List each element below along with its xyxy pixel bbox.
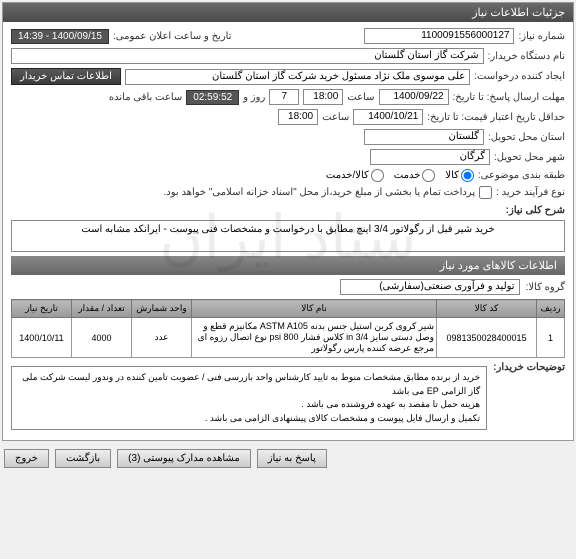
time-label-1: ساعت: [347, 92, 374, 103]
days-label: روز و: [243, 92, 265, 103]
province-label: استان محل تحویل:: [488, 132, 565, 143]
time-label-2: ساعت: [322, 112, 349, 123]
cell-date: 1400/10/11: [12, 318, 72, 358]
th-code: کد کالا: [437, 300, 537, 318]
th-qty: تعداد / مقدار: [72, 300, 132, 318]
days-value: 7: [269, 89, 299, 105]
exit-button[interactable]: خروج: [4, 449, 49, 468]
announce-value: 1400/09/15 - 14:39: [11, 29, 109, 44]
buyer-note-box: خرید از برنده مطابق مشخصات منوط به تایید…: [11, 366, 487, 430]
th-idx: ردیف: [537, 300, 565, 318]
radio-goods[interactable]: کالا: [445, 169, 474, 182]
cell-unit: عدد: [132, 318, 192, 358]
th-name: نام کالا: [192, 300, 437, 318]
th-unit: واحد شمارش: [132, 300, 192, 318]
desc-label: شرح کلی نیاز:: [506, 205, 565, 216]
table-row: 1 0981350028400015 شیر کروی کربن استیل ج…: [12, 318, 565, 358]
category-label: طبقه بندی موضوعی:: [478, 170, 565, 181]
radio-service-input[interactable]: [422, 169, 435, 182]
footer-buttons: پاسخ به نیاز مشاهده مدارک پیوستی (3) باز…: [0, 443, 576, 474]
valid-label: حداقل تاریخ اعتبار قیمت: تا تاریخ:: [427, 112, 565, 123]
reply-button[interactable]: پاسخ به نیاز: [257, 449, 327, 468]
process-checkbox[interactable]: [479, 186, 492, 199]
announce-label: تاریخ و ساعت اعلان عمومی:: [113, 31, 232, 42]
deadline-date: 1400/09/22: [379, 89, 449, 105]
contact-button[interactable]: اطلاعات تماس خریدار: [11, 68, 121, 85]
category-radio-group: کالا خدمت کالا/خدمت: [326, 169, 474, 182]
city-value: گرگان: [370, 149, 490, 165]
countdown-value: 02:59:52: [186, 90, 239, 105]
buyer-note-label: توضیحات خریدار:: [493, 362, 565, 373]
city-label: شهر محل تحویل:: [494, 152, 565, 163]
radio-service-label: خدمت: [394, 170, 421, 181]
cell-name: شیر کروی کربن استیل جنس بدنه ASTM A105 م…: [192, 318, 437, 358]
cell-code: 0981350028400015: [437, 318, 537, 358]
items-section-title: اطلاعات کالاهای مورد نیاز: [11, 256, 565, 275]
th-date: تاریخ نیاز: [12, 300, 72, 318]
deadline-time: 18:00: [303, 89, 343, 105]
deadline-label: مهلت ارسال پاسخ: تا تاریخ:: [453, 92, 565, 103]
need-no-value: 1100091556000127: [364, 28, 514, 44]
cell-idx: 1: [537, 318, 565, 358]
panel-title: جزئیات اطلاعات نیاز: [3, 3, 573, 22]
valid-date: 1400/10/21: [353, 109, 423, 125]
description-box: خرید شیر قبل از رگولاتور 3/4 اینچ مطابق …: [11, 220, 565, 252]
group-value: تولید و فرآوری صنعتی(سفارشی): [340, 279, 520, 295]
province-value: گلستان: [364, 129, 484, 145]
attachments-button[interactable]: مشاهده مدارک پیوستی (3): [117, 449, 251, 468]
process-text: پرداخت تمام یا بخشی از مبلغ خرید،از محل …: [164, 187, 476, 198]
creator-value: علی موسوی ملک نژاد مسئول خرید شرکت گاز ا…: [125, 69, 470, 85]
org-value: شرکت گاز استان گلستان: [11, 48, 484, 64]
process-label: نوع فرآیند خرید :: [496, 187, 565, 198]
need-no-label: شماره نیاز:: [518, 31, 565, 42]
group-label: گروه کالا:: [526, 282, 565, 293]
main-panel: جزئیات اطلاعات نیاز شماره نیاز: 11000915…: [2, 2, 574, 441]
cell-qty: 4000: [72, 318, 132, 358]
radio-both-label: کالا/خدمت: [326, 170, 369, 181]
back-button[interactable]: بازگشت: [55, 449, 111, 468]
remaining-label: ساعت باقی مانده: [109, 92, 182, 103]
radio-goods-input[interactable]: [461, 169, 474, 182]
radio-both-input[interactable]: [371, 169, 384, 182]
items-table: ردیف کد کالا نام کالا واحد شمارش تعداد /…: [11, 299, 565, 358]
radio-both[interactable]: کالا/خدمت: [326, 169, 384, 182]
radio-goods-label: کالا: [445, 170, 459, 181]
org-label: نام دستگاه خریدار:: [488, 51, 565, 62]
radio-service[interactable]: خدمت: [394, 169, 436, 182]
creator-label: ایجاد کننده درخواست:: [474, 71, 565, 82]
valid-time: 18:00: [278, 109, 318, 125]
